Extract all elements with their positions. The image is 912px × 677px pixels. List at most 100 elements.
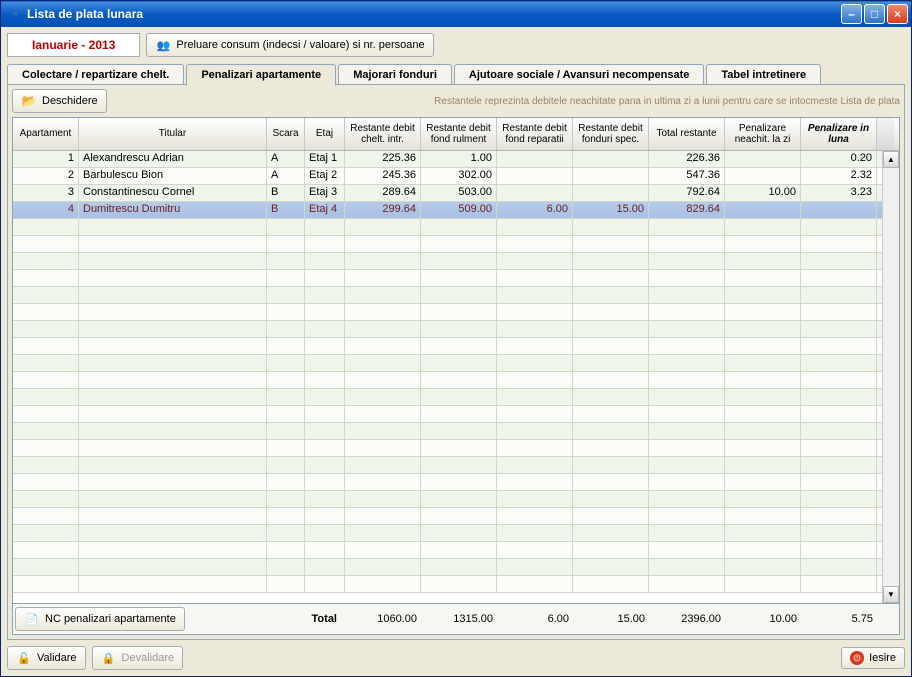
cell-r4: 15.00 <box>573 202 649 218</box>
scroll-up-button[interactable]: ▲ <box>883 151 899 168</box>
cell-scara: B <box>267 202 305 218</box>
empty-row <box>13 219 899 236</box>
window-controls: – □ × <box>841 4 908 24</box>
cell-r2: 1.00 <box>421 151 497 167</box>
empty-row <box>13 304 899 321</box>
nc-penalizari-label: NC penalizari apartamente <box>45 613 176 625</box>
vertical-scrollbar[interactable]: ▲ ▼ <box>882 151 899 603</box>
empty-row <box>13 338 899 355</box>
grid-rows: 1Alexandrescu AdrianAEtaj 1225.361.00226… <box>13 151 899 593</box>
nc-penalizari-button[interactable]: NC penalizari apartamente <box>15 607 185 631</box>
cell-pen <box>725 202 801 218</box>
col-titular[interactable]: Titular <box>79 118 267 150</box>
empty-row <box>13 321 899 338</box>
empty-row <box>13 287 899 304</box>
empty-row <box>13 559 899 576</box>
cell-scara: A <box>267 151 305 167</box>
empty-row <box>13 457 899 474</box>
deschidere-button[interactable]: Deschidere <box>12 89 107 113</box>
cell-tot: 226.36 <box>649 151 725 167</box>
cell-ap: 4 <box>13 202 79 218</box>
empty-row <box>13 491 899 508</box>
folder-icon <box>21 93 37 109</box>
empty-row <box>13 236 899 253</box>
col-restante-rulment[interactable]: Restante debit fond rulment <box>421 118 497 150</box>
cell-r1: 225.36 <box>345 151 421 167</box>
col-restante-spec[interactable]: Restante debit fonduri spec. <box>573 118 649 150</box>
empty-row <box>13 474 899 491</box>
tab-penalizari[interactable]: Penalizari apartamente <box>186 64 336 86</box>
devalidare-label: Devalidare <box>122 652 175 664</box>
power-icon <box>850 651 864 665</box>
cell-titular: Barbulescu Bion <box>79 168 267 184</box>
cell-pen <box>725 151 801 167</box>
cell-scara: B <box>267 185 305 201</box>
data-grid: Apartament Titular Scara Etaj Restante d… <box>12 117 900 635</box>
col-penalizare-neachit[interactable]: Penalizare neachit. la zi <box>725 118 801 150</box>
deschidere-label: Deschidere <box>42 95 98 107</box>
cell-titular: Dumitrescu Dumitru <box>79 202 267 218</box>
close-button[interactable]: × <box>887 4 908 24</box>
cell-r4 <box>573 168 649 184</box>
iesire-button[interactable]: Iesire <box>841 647 905 669</box>
total-label: Total <box>269 613 345 625</box>
minimize-button[interactable]: – <box>841 4 862 24</box>
cell-ap: 1 <box>13 151 79 167</box>
hint-note: Restantele reprezinta debitele neachitat… <box>434 96 900 107</box>
table-row[interactable]: 2Barbulescu BionAEtaj 2245.36302.00547.3… <box>13 168 899 185</box>
cell-ap: 2 <box>13 168 79 184</box>
col-restante-chelt[interactable]: Restante debit chelt. intr. <box>345 118 421 150</box>
empty-row <box>13 270 899 287</box>
scroll-track[interactable] <box>883 168 899 586</box>
tabpanel: Deschidere Restantele reprezinta debitel… <box>7 84 905 640</box>
cell-pen: 10.00 <box>725 185 801 201</box>
col-restante-reparatii[interactable]: Restante debit fond reparatii <box>497 118 573 150</box>
maximize-button[interactable]: □ <box>864 4 885 24</box>
validare-button[interactable]: Validare <box>7 646 86 670</box>
tab-ajutoare[interactable]: Ajutoare sociale / Avansuri necompensate <box>454 64 704 85</box>
devalidare-button[interactable]: Devalidare <box>92 646 184 670</box>
tab-colectare[interactable]: Colectare / repartizare chelt. <box>7 64 184 85</box>
table-row[interactable]: 1Alexandrescu AdrianAEtaj 1225.361.00226… <box>13 151 899 168</box>
col-penalizare-luna[interactable]: Penalizare in luna <box>801 118 877 150</box>
bottom-toolbar: Validare Devalidare Iesire <box>7 646 905 670</box>
empty-row <box>13 406 899 423</box>
tab-tabel-intretinere[interactable]: Tabel intretinere <box>706 64 821 85</box>
doc-icon <box>24 611 40 627</box>
empty-row <box>13 525 899 542</box>
col-apartament[interactable]: Apartament <box>13 118 79 150</box>
sub-toolbar: Deschidere Restantele reprezinta debitel… <box>12 89 900 113</box>
window-title: Lista de plata lunara <box>27 7 841 21</box>
empty-row <box>13 440 899 457</box>
cell-etaj: Etaj 4 <box>305 202 345 218</box>
cell-tot: 792.64 <box>649 185 725 201</box>
col-etaj[interactable]: Etaj <box>305 118 345 150</box>
unlock-icon <box>16 650 32 666</box>
empty-row <box>13 576 899 593</box>
iesire-label: Iesire <box>869 652 896 664</box>
cell-r4 <box>573 151 649 167</box>
preluare-consum-button[interactable]: Preluare consum (indecsi / valoare) si n… <box>146 33 433 57</box>
footer-total-chelt: 1060.00 <box>345 613 421 625</box>
footer-total-restante: 2396.00 <box>649 613 725 625</box>
col-total-restante[interactable]: Total restante <box>649 118 725 150</box>
grid-footer: NC penalizari apartamente Total 1060.00 … <box>13 603 899 634</box>
table-row[interactable]: 3Constantinescu CornelBEtaj 3289.64503.0… <box>13 185 899 202</box>
cell-plu: 3.23 <box>801 185 877 201</box>
empty-row <box>13 423 899 440</box>
cell-r1: 245.36 <box>345 168 421 184</box>
cell-scara: A <box>267 168 305 184</box>
table-row[interactable]: 4Dumitrescu DumitruBEtaj 4299.64509.006.… <box>13 202 899 219</box>
content-area: Ianuarie - 2013 Preluare consum (indecsi… <box>1 27 911 676</box>
col-scara[interactable]: Scara <box>267 118 305 150</box>
grid-body: 1Alexandrescu AdrianAEtaj 1225.361.00226… <box>13 151 899 603</box>
cell-pen <box>725 168 801 184</box>
footer-total-reparatii: 6.00 <box>497 613 573 625</box>
cell-r3 <box>497 151 573 167</box>
cell-r3 <box>497 185 573 201</box>
footer-total-penalizare-luna: 5.75 <box>801 613 877 625</box>
cell-r2: 302.00 <box>421 168 497 184</box>
tab-majorari[interactable]: Majorari fonduri <box>338 64 452 85</box>
scroll-down-button[interactable]: ▼ <box>883 586 899 603</box>
footer-total-penalizare: 10.00 <box>725 613 801 625</box>
